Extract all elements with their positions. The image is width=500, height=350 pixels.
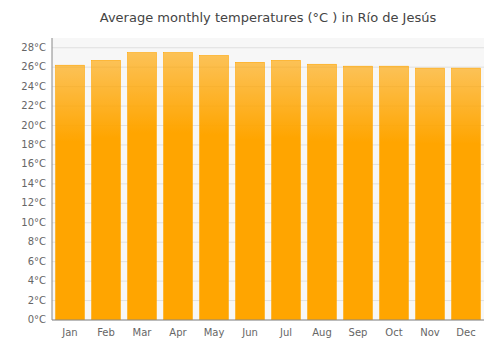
y-tick-label: 12°C	[21, 197, 46, 208]
x-tick-label: Jul	[279, 327, 292, 338]
x-tick-label: Jun	[241, 327, 258, 338]
bar	[164, 53, 193, 320]
y-tick-label: 8°C	[28, 236, 46, 247]
bar	[56, 65, 85, 320]
bar	[200, 56, 229, 320]
grid-line	[52, 47, 484, 48]
y-tick-label: 0°C	[28, 314, 46, 325]
plot-background	[52, 38, 484, 320]
x-tick-label: Nov	[420, 327, 440, 338]
y-tick-label: 10°C	[21, 217, 46, 228]
x-axis-line	[52, 320, 484, 321]
x-tick-label: Jan	[61, 327, 77, 338]
bar	[308, 64, 337, 320]
bar	[128, 53, 157, 320]
y-axis-line	[52, 38, 53, 320]
y-tick-label: 4°C	[28, 275, 46, 286]
y-tick-label: 2°C	[28, 295, 46, 306]
x-tick-label: Mar	[133, 327, 153, 338]
y-tick-label: 14°C	[21, 178, 46, 189]
title: Average monthly temperatures (°C ) in Rí…	[100, 10, 437, 25]
y-tick-label: 28°C	[21, 42, 46, 53]
x-tick-label: Dec	[456, 327, 475, 338]
y-tick-label: 24°C	[21, 81, 46, 92]
y-tick-label: 26°C	[21, 61, 46, 72]
x-tick-label: Apr	[169, 327, 187, 338]
x-tick-label: Aug	[312, 327, 332, 338]
bars	[56, 53, 481, 320]
x-tick-label: Oct	[385, 327, 402, 338]
y-tick-label: 18°C	[21, 139, 46, 150]
x-tick-label: Sep	[349, 327, 368, 338]
y-tick-label: 22°C	[21, 100, 46, 111]
bar	[236, 62, 265, 320]
y-tick-label: 16°C	[21, 158, 46, 169]
bar	[416, 68, 445, 320]
bar	[272, 60, 301, 320]
y-tick-label: 6°C	[28, 256, 46, 267]
bar	[92, 60, 121, 320]
grid-line	[52, 320, 484, 321]
x-tick-label: May	[204, 327, 225, 338]
y-tick-label: 20°C	[21, 120, 46, 131]
bar	[344, 66, 373, 320]
chart: 0°C 2°C 4°C 6°C 8°C 10°C 12°C 14°C 16°C 18°C 20°C 2…	[0, 0, 500, 350]
chart-container: 0°C 2°C 4°C 6°C 8°C 10°C 12°C 14°C 16°C 18°C 20°C 2…	[0, 0, 500, 350]
bar	[380, 66, 409, 320]
x-tick-label: Feb	[97, 327, 115, 338]
bar	[452, 68, 481, 320]
